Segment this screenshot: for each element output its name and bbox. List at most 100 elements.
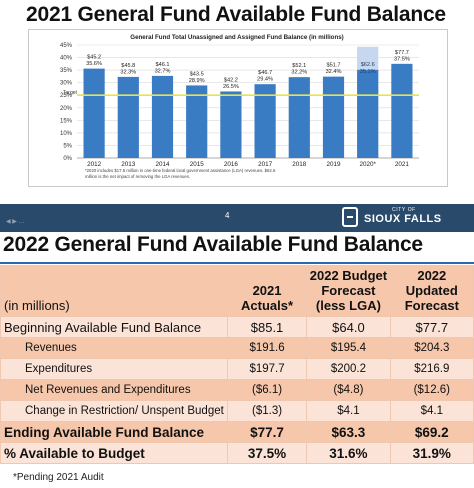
cell-2021-actuals: $85.1 <box>226 316 308 338</box>
col-2022-updated-header: 2022 Updated Forecast <box>389 265 474 317</box>
header-line: Updated <box>405 283 458 298</box>
cell-2022-budget: $195.4 <box>306 337 391 359</box>
row-label: Beginning Available Fund Balance <box>0 316 228 338</box>
bar-2021 <box>391 63 413 159</box>
chart-title: General Fund Total Unassigned and Assign… <box>130 34 344 41</box>
bar-2014 <box>151 75 174 158</box>
bar-2017 <box>254 84 276 158</box>
cell-2022-budget: ($4.8) <box>306 379 391 401</box>
bar-percent-label: 32.4% <box>326 69 342 75</box>
y-tick-label: 15% <box>60 118 73 124</box>
bar-amount-label: $42.2 <box>224 77 238 83</box>
row-label: Net Revenues and Expenditures <box>0 379 228 401</box>
table-row: Net Revenues and Expenditures ($6.1) ($4… <box>0 379 474 401</box>
bar-percent-label: 32.7% <box>155 68 171 74</box>
header-line: (less LGA) <box>315 298 381 313</box>
x-tick-label: 2012 <box>87 161 102 168</box>
bar-amount-label: $51.7 <box>327 63 341 69</box>
units-header: (in millions) <box>0 265 228 317</box>
title-divider <box>0 262 474 264</box>
bar-percent-label: 26.5% <box>223 84 239 90</box>
header-line: 2021 <box>252 283 282 298</box>
bar-amount-label: $43.5 <box>190 71 204 77</box>
x-tick-label: 2019 <box>326 161 341 168</box>
y-tick-label: 40% <box>60 56 73 62</box>
y-tick-label: 30% <box>60 81 73 87</box>
audit-note: *Pending 2021 Audit <box>13 472 104 483</box>
cell-2021-actuals: $191.6 <box>226 337 308 359</box>
cell-2022-updated: ($12.6) <box>389 379 474 401</box>
cell-2022-updated: $216.9 <box>389 358 474 380</box>
bar-2012 <box>83 68 105 158</box>
x-tick-label: 2018 <box>292 161 307 168</box>
cell-2022-updated: $204.3 <box>389 337 474 359</box>
chart-frame: General Fund Total Unassigned and Assign… <box>28 29 448 187</box>
table-header-row: (in millions) 2021 Actuals* 2022 Budget … <box>0 265 474 317</box>
bar-2015 <box>186 85 208 158</box>
table-row: Expenditures $197.7 $200.2 $216.9 <box>0 358 474 380</box>
bar-percent-label: 37.5% <box>394 56 410 62</box>
y-tick-label: 10% <box>60 131 73 137</box>
target-label: Target <box>63 90 78 96</box>
slide-footer-bar <box>0 204 474 232</box>
y-tick-label: 5% <box>63 143 72 149</box>
table-row: Revenues $191.6 $195.4 $204.3 <box>0 337 474 359</box>
row-label: % Available to Budget <box>0 442 228 464</box>
y-tick-label: 20% <box>60 106 73 112</box>
bar-amount-label: $46.1 <box>156 62 170 68</box>
slide-2021-fund-balance: 2021 General Fund Available Fund Balance… <box>0 0 474 232</box>
cell-2022-updated: $77.7 <box>389 316 474 338</box>
y-tick-label: 35% <box>60 68 73 74</box>
bar-2018 <box>288 77 310 158</box>
bar-2013 <box>117 76 139 158</box>
bar-2020 <box>357 69 379 158</box>
cell-2022-budget: $4.1 <box>306 400 391 422</box>
row-label: Revenues <box>0 337 228 359</box>
cell-2022-budget: $64.0 <box>306 316 391 338</box>
bar-percent-label: 28.9% <box>189 78 205 84</box>
cell-2022-budget: $63.3 <box>306 421 391 443</box>
table-row: Ending Available Fund Balance $77.7 $63.… <box>0 421 474 443</box>
slide-2022-fund-balance: 2022 General Fund Available Fund Balance… <box>0 232 474 488</box>
x-tick-label: 2016 <box>224 161 239 168</box>
cell-2022-budget: 31.6% <box>306 442 391 464</box>
fund-balance-table: (in millions) 2021 Actuals* 2022 Budget … <box>0 265 474 464</box>
x-tick-label: 2014 <box>155 161 170 168</box>
chart-footnote: *2020 includes $17.5 million in one-time… <box>85 168 276 173</box>
bar-percent-label: 35.6% <box>86 61 102 67</box>
slide-title-2022: 2022 General Fund Available Fund Balance <box>3 233 423 256</box>
slide-nav-controls[interactable]: ◀ ▶ … <box>6 219 25 225</box>
bar-percent-label: 32.3% <box>120 69 136 75</box>
logo-sioux-falls-text: SIOUX FALLS <box>364 213 442 225</box>
table-row: % Available to Budget 37.5% 31.6% 31.9% <box>0 442 474 464</box>
bar-percent-label: 32.2% <box>291 70 307 76</box>
row-label: Change in Restriction/ Unspent Budget <box>0 400 228 422</box>
x-tick-label: 2013 <box>121 161 136 168</box>
cell-2021-actuals: ($6.1) <box>226 379 308 401</box>
header-line: Forecast <box>321 283 376 298</box>
slide-page-number: 4 <box>225 211 230 220</box>
x-tick-label: 2015 <box>190 161 205 168</box>
fund-balance-bar-chart: General Fund Total Unassigned and Assign… <box>60 34 419 179</box>
bar-2019 <box>322 76 345 158</box>
row-label: Expenditures <box>0 358 228 380</box>
cell-2022-updated: $69.2 <box>389 421 474 443</box>
x-tick-label: 2017 <box>258 161 273 168</box>
header-line: 2022 Budget <box>309 268 388 283</box>
col-2021-actuals-header: 2021 Actuals* <box>226 265 308 317</box>
bar-amount-label: $45.2 <box>87 55 101 61</box>
cell-2022-updated: 31.9% <box>389 442 474 464</box>
header-line: 2022 <box>417 268 447 283</box>
bar-amount-label: $46.7 <box>258 70 272 76</box>
table-row: Beginning Available Fund Balance $85.1 $… <box>0 316 474 338</box>
col-2022-budget-header: 2022 Budget Forecast (less LGA) <box>306 265 391 317</box>
logo-city-of-text: CITY OF <box>392 207 416 213</box>
y-tick-label: 25% <box>60 93 73 99</box>
bar-amount-label: $77.7 <box>395 50 409 56</box>
row-label: Ending Available Fund Balance <box>0 421 228 443</box>
cell-2022-budget: $200.2 <box>306 358 391 380</box>
sioux-falls-logo-icon <box>342 207 358 227</box>
bar-amount-label: $45.8 <box>121 63 135 69</box>
bar-2016 <box>220 91 242 158</box>
bar-amount-label: $52.1 <box>292 63 306 69</box>
